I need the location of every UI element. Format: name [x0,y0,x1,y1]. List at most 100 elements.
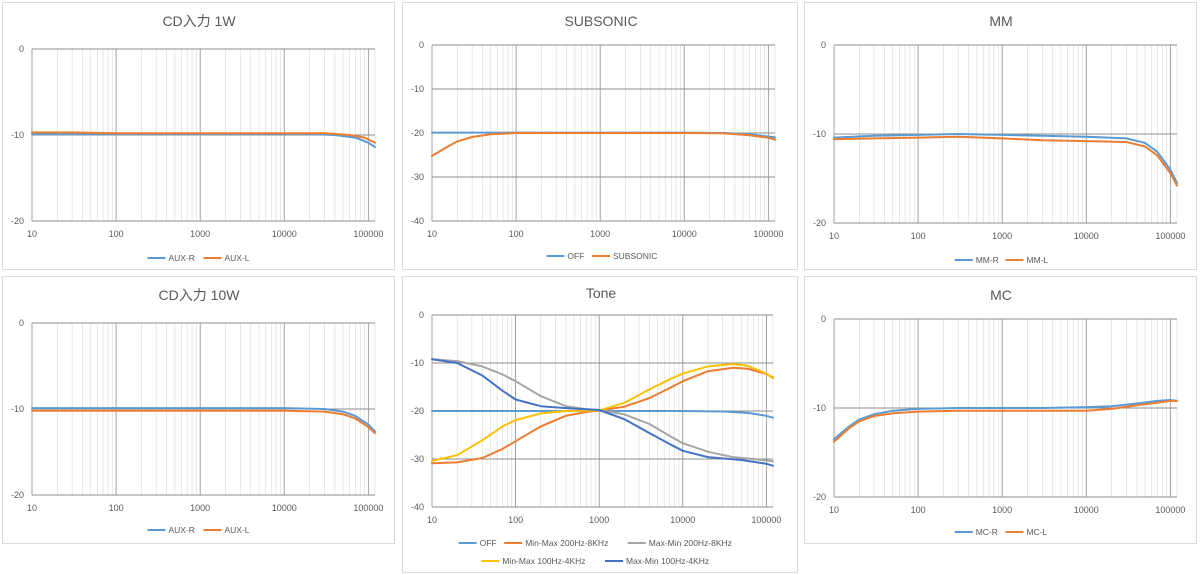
series-line [833,135,1178,187]
series-line [833,399,1178,443]
y-tick-label: -40 [411,216,424,226]
y-tick-label: -30 [411,172,424,182]
series-line [31,407,376,433]
y-tick-label: -10 [11,130,24,140]
y-tick-label: -10 [411,358,424,368]
y-tick-label: -20 [411,406,424,416]
x-tick-label: 10 [427,229,437,239]
series-line [431,358,774,467]
legend-label: OFF [480,538,497,548]
chart-title: MM [989,13,1012,29]
y-tick-label: -20 [11,490,24,500]
y-tick-label: -20 [813,218,826,228]
y-tick-label: 0 [19,318,24,328]
legend-label: Min-Max 200Hz-8KHz [525,538,608,548]
chart-legend: AUX-R AUX-L [147,253,250,263]
chart-legend: OFF Min-Max 200Hz-8KHz Max-Min 200Hz-8KHz M… [458,538,732,566]
x-tick-label: 100 [109,503,124,513]
series-line [833,133,1178,184]
chart-title: Tone [586,285,617,301]
legend-label: AUX-L [225,525,250,535]
x-tick-label: 1000 [992,505,1012,515]
y-tick-label: -20 [813,492,826,502]
legend-label: AUX-R [169,525,195,535]
chart-legend: AUX-R AUX-L [147,525,250,535]
legend-label: AUX-L [225,253,250,263]
x-tick-label: 10000 [272,503,297,513]
chart-panel-cd10w: CD入力 10W 0 -10 -20 10 100 1000 10000 100000 AUX-… [2,276,395,544]
chart-title: SUBSONIC [564,13,637,29]
y-tick-label: -10 [11,404,24,414]
chart-panel-subsonic: SUBSONIC 0 -10 -20 -30 -40 10 100 1000 10000 1000… [402,2,798,270]
series-line [31,133,376,148]
series-line [31,409,376,435]
x-tick-label: 10000 [1074,505,1099,515]
legend-label: SUBSONIC [613,251,657,261]
legend-label: MM-L [1027,255,1049,265]
x-tick-label: 10 [829,231,839,241]
y-tick-label: 0 [821,40,826,50]
x-tick-label: 10 [27,229,37,239]
x-tick-label: 100000 [1155,231,1185,241]
chart-panel-mm: MM 0 -10 -20 10 100 1000 10000 100000 MM-R MM-L [804,2,1197,270]
y-tick-label: 0 [419,310,424,320]
x-tick-label: 1000 [190,229,210,239]
x-tick-label: 10 [829,505,839,515]
y-tick-label: -10 [813,129,826,139]
x-tick-label: 100 [508,515,523,525]
chart-panel-cd1w: CD入力 1W 0 -10 -20 10 100 1000 10000 100000 AUX-R… [2,2,395,270]
legend-label: AUX-R [169,253,195,263]
x-tick-label: 1000 [589,515,609,525]
series-line [31,131,376,144]
y-tick-label: -10 [411,84,424,94]
y-tick-label: -20 [11,216,24,226]
x-tick-label: 100 [911,505,926,515]
x-tick-label: 10 [427,515,437,525]
x-tick-label: 10 [27,503,37,513]
x-tick-label: 100000 [353,503,383,513]
x-tick-label: 100000 [753,229,783,239]
chart-legend: OFF SUBSONIC [546,251,657,261]
chart-title: CD入力 10W [159,287,241,303]
chart-title: CD入力 1W [162,13,236,29]
y-tick-label: -20 [411,128,424,138]
x-tick-label: 100 [509,229,524,239]
legend-label: MM-R [976,255,999,265]
series-line [431,363,774,462]
x-tick-label: 1000 [190,503,210,513]
x-tick-label: 100 [109,229,124,239]
series-line [431,132,776,157]
y-tick-label: -30 [411,454,424,464]
x-tick-label: 10000 [1074,231,1099,241]
x-tick-label: 10000 [670,515,695,525]
y-tick-label: 0 [19,44,24,54]
y-tick-label: -40 [411,502,424,512]
series-line [431,366,774,465]
x-tick-label: 10000 [272,229,297,239]
y-tick-label: -10 [813,403,826,413]
legend-label: Max-Min 200Hz-8KHz [649,538,732,548]
x-tick-label: 100000 [751,515,781,525]
plot-grid [833,44,1178,224]
x-tick-label: 10000 [672,229,697,239]
legend-label: MC-R [976,527,998,537]
legend-label: MC-L [1027,527,1048,537]
chart-panel-tone: Tone 0 -10 -20 -30 -40 10 100 1000 10000 100000 OF… [402,276,798,573]
x-tick-label: 100000 [353,229,383,239]
legend-label: Min-Max 100Hz-4KHz [502,556,585,566]
chart-panel-mc: MC 0 -10 -20 10 100 1000 10000 100000 MC-R MC-L [804,276,1197,544]
legend-label: Max-Min 100Hz-4KHz [626,556,709,566]
legend-label: OFF [567,251,584,261]
y-tick-label: 0 [821,314,826,324]
series-line [833,399,1178,441]
x-tick-label: 1000 [992,231,1012,241]
x-tick-label: 100000 [1155,505,1185,515]
y-tick-label: 0 [419,40,424,50]
chart-title: MC [990,287,1012,303]
